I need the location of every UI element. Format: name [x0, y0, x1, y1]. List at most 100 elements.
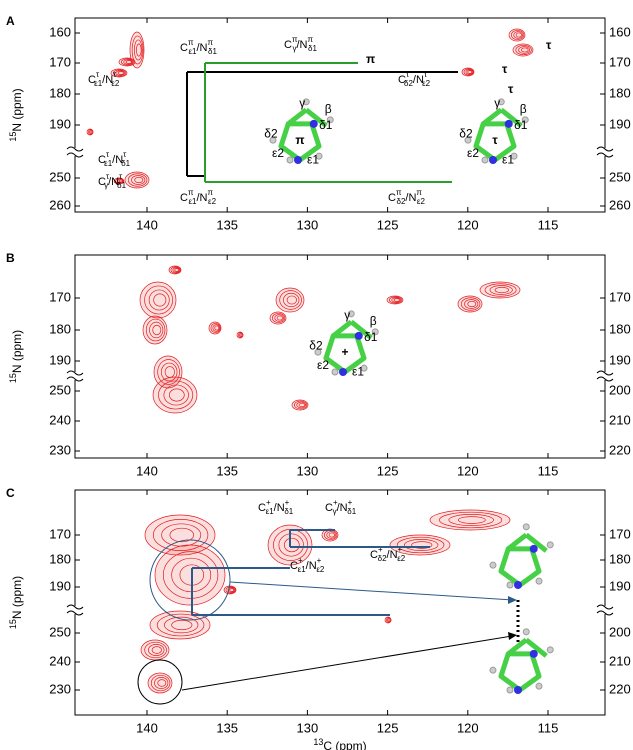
- peak-annotation: Cπ γ/Nπ δ1: [284, 35, 317, 53]
- atom-label: ε2: [272, 146, 284, 160]
- contour: [117, 178, 124, 184]
- x-tick-label: 125: [377, 217, 399, 232]
- nitrogen-atom: [354, 331, 363, 340]
- hydrogen-atom: [489, 666, 497, 674]
- contour: [154, 544, 226, 606]
- annotation-part: π: [188, 188, 194, 197]
- annotation-part: +: [266, 498, 271, 507]
- contour: [153, 355, 183, 389]
- break-mark: [66, 604, 84, 610]
- contour: [328, 532, 335, 538]
- contour: [283, 537, 300, 553]
- break-gap: [70, 372, 80, 380]
- atom-label: δ2: [459, 126, 473, 140]
- hydrogen-atom: [510, 152, 518, 160]
- y-label-sup: 15: [8, 132, 18, 142]
- y-label-text: N (ppm): [10, 330, 24, 373]
- break-mark: [66, 152, 84, 158]
- break-gap: [600, 148, 610, 156]
- x-tick-label: 140: [136, 720, 158, 735]
- contour: [127, 173, 148, 187]
- contour: [460, 297, 481, 311]
- atom-label: δ1: [514, 118, 528, 132]
- side-chain: [349, 319, 373, 340]
- x-tick-label: 120: [457, 463, 479, 478]
- annotation-part: ε1: [266, 507, 275, 516]
- break-mark: [596, 370, 614, 376]
- y-axis-label: 15N (ppm): [8, 330, 24, 383]
- contour: [164, 616, 199, 634]
- ring-bond: [498, 546, 542, 588]
- break-mark: [596, 604, 614, 610]
- annotation-part: τ: [113, 70, 117, 79]
- contour: [494, 286, 509, 294]
- annotation-part: /N: [296, 39, 307, 51]
- annotation-part: C: [180, 192, 188, 204]
- annotation-part: +: [333, 498, 338, 507]
- annotation-part: π: [188, 38, 194, 47]
- contour: [133, 39, 143, 61]
- y-tick-label-right: 200: [609, 624, 631, 639]
- x-tick-label: 135: [216, 720, 238, 735]
- contour: [404, 539, 439, 551]
- annotation-part: +: [348, 498, 353, 507]
- hydrogen-atom: [497, 98, 505, 106]
- contour: [272, 312, 286, 324]
- annotation-part: δ2: [396, 197, 405, 206]
- annotation-part: δ1: [347, 507, 356, 516]
- y-label-sup: 15: [8, 373, 18, 383]
- contour: [171, 619, 193, 631]
- peak-annotation: C+ ε1/N+ δ1: [258, 498, 294, 516]
- contour: [388, 618, 392, 622]
- contour: [144, 285, 173, 315]
- y-tick-label: 170: [49, 54, 71, 69]
- contour: [136, 43, 142, 57]
- y-tick-label-right: 220: [609, 681, 631, 696]
- y-tick-label-right: 180: [609, 321, 631, 336]
- side-chain: [499, 107, 523, 128]
- break-mark: [596, 376, 614, 382]
- contour: [515, 32, 522, 38]
- arrow: [229, 581, 513, 601]
- annotation-part: /N: [413, 74, 424, 86]
- atom-label: γ: [299, 96, 305, 110]
- break-mark: [596, 146, 614, 152]
- contour: [296, 401, 307, 409]
- contour: [518, 46, 531, 54]
- contour: [389, 296, 403, 304]
- contour: [131, 175, 146, 185]
- annotation-part: C: [370, 549, 378, 561]
- contour: [152, 519, 209, 551]
- hydrogen-atom: [286, 156, 294, 164]
- contour: [467, 70, 473, 74]
- contour: [115, 70, 126, 76]
- contour: [172, 267, 180, 273]
- x-tick-label: 115: [538, 720, 559, 735]
- y-tick-label-right: 250: [609, 169, 631, 184]
- annotation-part: γ: [333, 507, 337, 516]
- contour: [463, 68, 474, 76]
- atom-label: ε2: [317, 358, 329, 372]
- annotation-part: C: [284, 39, 292, 51]
- hydrogen-atom: [535, 682, 543, 690]
- hydrogen-atom: [302, 98, 310, 106]
- side-chain: [506, 637, 528, 656]
- contour: [142, 315, 168, 345]
- contour: [113, 69, 127, 77]
- hydrogen-atom: [269, 136, 277, 144]
- contour: [123, 59, 134, 65]
- contour: [144, 514, 216, 556]
- contour: [326, 531, 337, 539]
- annotation-part: ε1: [104, 159, 113, 168]
- annotation-part: ε2: [111, 79, 120, 88]
- contour: [154, 677, 169, 689]
- y-tick-label: 190: [49, 352, 71, 367]
- contour: [286, 295, 297, 305]
- y-tick-label-right: 190: [609, 578, 631, 593]
- contour: [225, 586, 236, 594]
- contour: [168, 388, 185, 402]
- break-gap: [600, 372, 610, 380]
- annotation-part: π: [416, 188, 422, 197]
- atom-label: δ2: [264, 126, 278, 140]
- contour: [121, 58, 135, 66]
